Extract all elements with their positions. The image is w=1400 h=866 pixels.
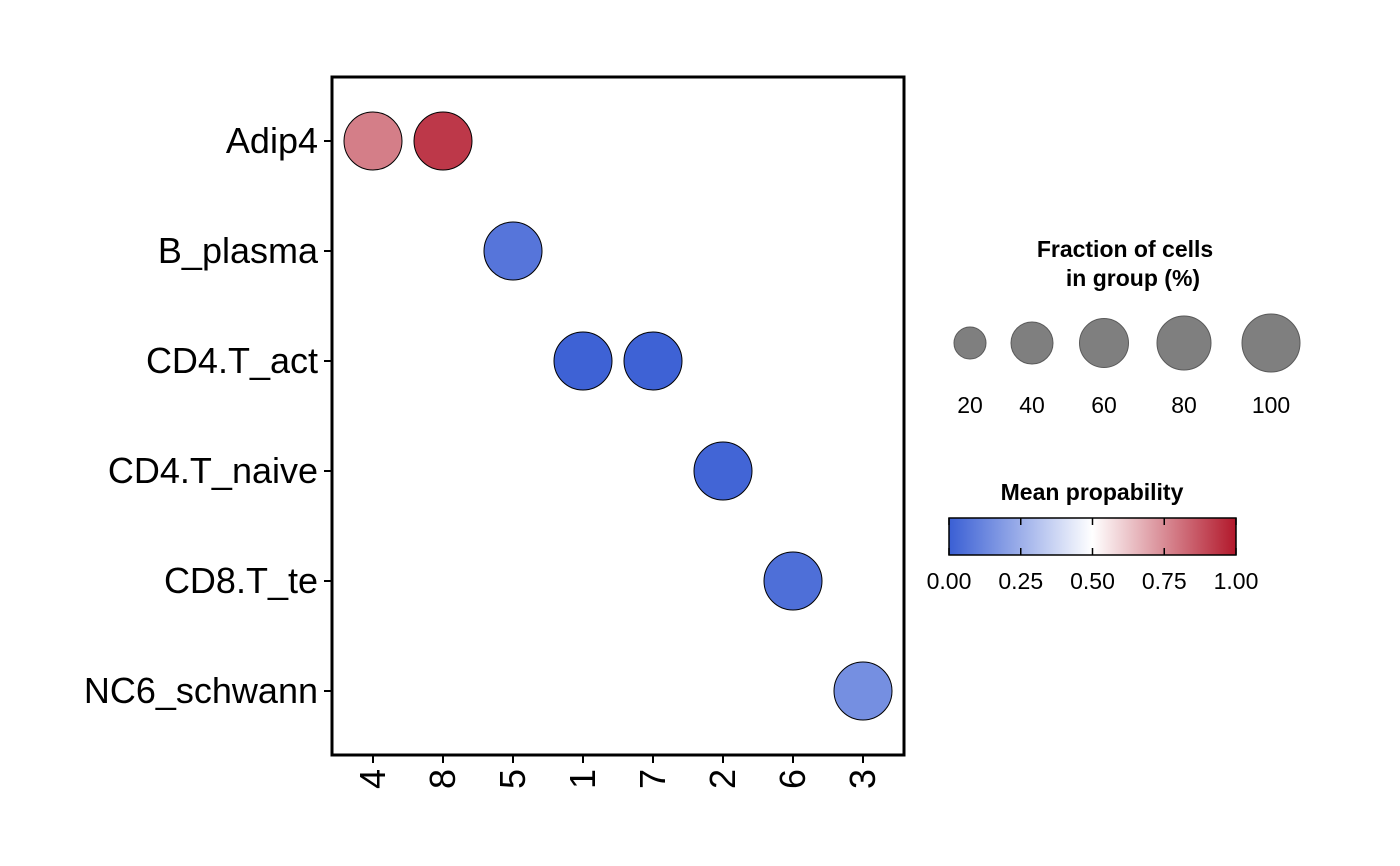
size-legend-label: 20	[957, 392, 983, 418]
size-legend-label: 100	[1252, 392, 1290, 418]
dot-NC6_schwann-3	[833, 661, 893, 721]
y-tick-label: CD4.T_naive	[108, 450, 318, 491]
x-tick-label: 6	[772, 769, 813, 789]
y-tick-label: CD8.T_te	[164, 560, 318, 601]
color-legend: Mean propability 0.00 0.25 0.50 0.75 1.00	[927, 479, 1259, 594]
y-tick-label: B_plasma	[158, 230, 319, 271]
colorbar-tick-label: 0.00	[927, 568, 972, 594]
y-tick-label: CD4.T_act	[146, 340, 318, 381]
size-legend-circle	[1156, 315, 1212, 371]
y-axis: Adip4 B_plasma CD4.T_act CD4.T_naive CD8.T_t…	[84, 120, 332, 711]
size-legend-title-line2: in group (%)	[1066, 265, 1200, 291]
size-legend-circle	[1241, 313, 1301, 373]
x-tick-label: 1	[562, 769, 603, 789]
y-tick-label: NC6_schwann	[84, 670, 318, 711]
dot-CD8.T_te-6	[763, 551, 823, 611]
x-tick-label: 7	[632, 769, 673, 789]
x-tick-label: 4	[352, 769, 393, 789]
y-tick-label: Adip4	[226, 120, 318, 161]
size-legend-label: 60	[1091, 392, 1117, 418]
x-tick-label: 5	[492, 769, 533, 789]
colorbar-tick-label: 0.50	[1070, 568, 1115, 594]
colorbar-tick-label: 1.00	[1214, 568, 1259, 594]
x-tick-label: 8	[422, 769, 463, 789]
size-legend-circle	[953, 326, 987, 360]
colorbar-ticks: 0.00 0.25 0.50 0.75 1.00	[927, 518, 1259, 594]
color-legend-title: Mean propability	[1001, 479, 1184, 505]
x-tick-label: 2	[702, 769, 743, 789]
dot-Adip4-8	[413, 111, 473, 171]
colorbar-tick-label: 0.25	[998, 568, 1043, 594]
size-legend: Fraction of cells in group (%) 20 40 60 80 1…	[953, 236, 1301, 418]
dot-B_plasma-5	[483, 221, 543, 281]
size-legend-circle	[1010, 321, 1054, 365]
size-legend-label: 40	[1019, 392, 1045, 418]
dot-Adip4-4	[343, 111, 403, 171]
colorbar-tick-label: 0.75	[1142, 568, 1187, 594]
dot-CD4.T_naive-2	[693, 441, 753, 501]
dot-CD4.T_act-7	[623, 331, 683, 391]
dots	[343, 111, 893, 721]
dot-CD4.T_act-1	[553, 331, 613, 391]
plot-panel	[330, 75, 906, 757]
x-tick-label: 3	[842, 769, 883, 789]
size-legend-title-line1: Fraction of cells	[1037, 236, 1213, 262]
size-legend-circle	[1079, 318, 1129, 368]
size-legend-label: 80	[1171, 392, 1197, 418]
x-axis: 4 8 5 1 7 2 6 3	[352, 755, 883, 789]
size-legend-items: 20 40 60 80 100	[953, 313, 1301, 418]
